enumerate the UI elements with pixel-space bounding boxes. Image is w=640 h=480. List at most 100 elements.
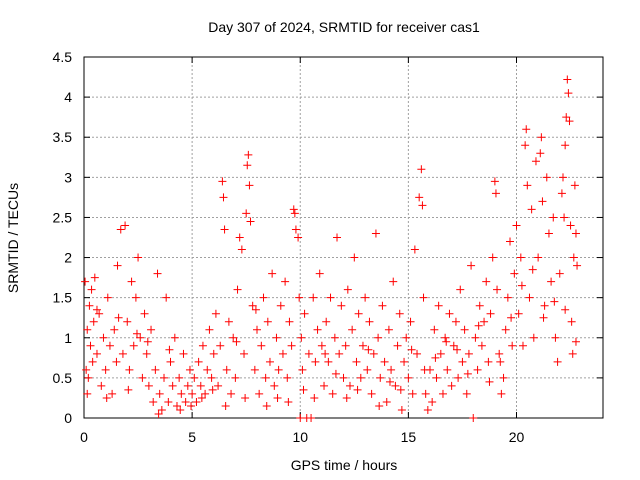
data-point [375, 401, 384, 410]
data-point [194, 357, 203, 366]
data-point [192, 397, 201, 406]
data-point [354, 309, 363, 318]
data-point [131, 293, 140, 302]
data-point [112, 357, 121, 366]
data-point [229, 333, 238, 342]
data-point [538, 197, 547, 206]
data-point [315, 269, 324, 278]
data-point [501, 325, 510, 334]
data-point [391, 381, 400, 390]
data-point [402, 333, 411, 342]
data-point [516, 253, 525, 262]
data-point [283, 373, 292, 382]
data-point [299, 385, 308, 394]
data-point [144, 381, 153, 390]
grid-lines [84, 57, 603, 418]
data-point [348, 325, 357, 334]
data-point [431, 353, 440, 362]
data-point [367, 389, 376, 398]
data-point [335, 349, 344, 358]
data-point [385, 377, 394, 386]
data-point [420, 365, 429, 374]
data-point [488, 253, 497, 262]
data-point [320, 381, 329, 390]
data-point [244, 150, 253, 159]
data-point [523, 181, 532, 190]
data-point [339, 373, 348, 382]
data-point [298, 365, 307, 374]
data-point [248, 301, 257, 310]
data-point [485, 377, 494, 386]
data-point [272, 333, 281, 342]
data-point [160, 373, 169, 382]
data-point [221, 401, 230, 410]
x-tick-label: 15 [401, 429, 417, 445]
data-point [227, 389, 236, 398]
data-point [207, 373, 216, 382]
data-point [417, 165, 426, 174]
data-point [208, 385, 217, 394]
data-point [456, 285, 465, 294]
data-point [443, 365, 452, 374]
data-point [211, 309, 220, 318]
data-point [438, 389, 447, 398]
data-point [291, 225, 300, 234]
data-point [463, 369, 472, 378]
data-point [85, 301, 94, 310]
data-point [410, 245, 419, 254]
data-point [203, 365, 212, 374]
data-point [467, 261, 476, 270]
data-point [151, 365, 160, 374]
data-point [549, 213, 558, 222]
data-point [371, 229, 380, 238]
data-point [233, 285, 242, 294]
data-point [132, 329, 141, 338]
data-point [196, 381, 205, 390]
data-point [127, 277, 136, 286]
y-tick-label: 0 [64, 410, 72, 426]
data-point [176, 405, 185, 414]
data-point [92, 349, 101, 358]
data-point [442, 337, 451, 346]
data-point [374, 333, 383, 342]
data-point [95, 309, 104, 318]
data-point [118, 349, 127, 358]
data-point [418, 201, 427, 210]
data-point [486, 309, 495, 318]
data-point [114, 313, 123, 322]
data-point [562, 113, 571, 122]
x-tick-label: 20 [509, 429, 525, 445]
data-point [503, 293, 512, 302]
data-point [482, 277, 491, 286]
data-point [105, 341, 114, 350]
data-point [285, 317, 294, 326]
y-tick-label: 2 [64, 250, 72, 266]
data-point [445, 309, 454, 318]
data-point [378, 301, 387, 310]
data-point [397, 405, 406, 414]
data-point [508, 341, 517, 350]
data-point [382, 397, 391, 406]
data-point [423, 405, 432, 414]
data-point [103, 293, 112, 302]
x-tick-label: 5 [188, 429, 196, 445]
data-point [490, 177, 499, 186]
data-point [294, 233, 303, 242]
data-point [218, 177, 227, 186]
data-point [83, 389, 92, 398]
data-point [404, 373, 413, 382]
data-point [113, 261, 122, 270]
data-point [155, 389, 164, 398]
data-point [222, 365, 231, 374]
y-tick-label: 3 [64, 169, 72, 185]
data-point [522, 125, 531, 134]
data-point [83, 325, 92, 334]
y-tick-label: 1 [64, 330, 72, 346]
data-point [361, 293, 370, 302]
data-point [274, 365, 283, 374]
data-point [243, 161, 252, 170]
data-point [326, 293, 335, 302]
data-point [529, 333, 538, 342]
data-point [464, 349, 473, 358]
